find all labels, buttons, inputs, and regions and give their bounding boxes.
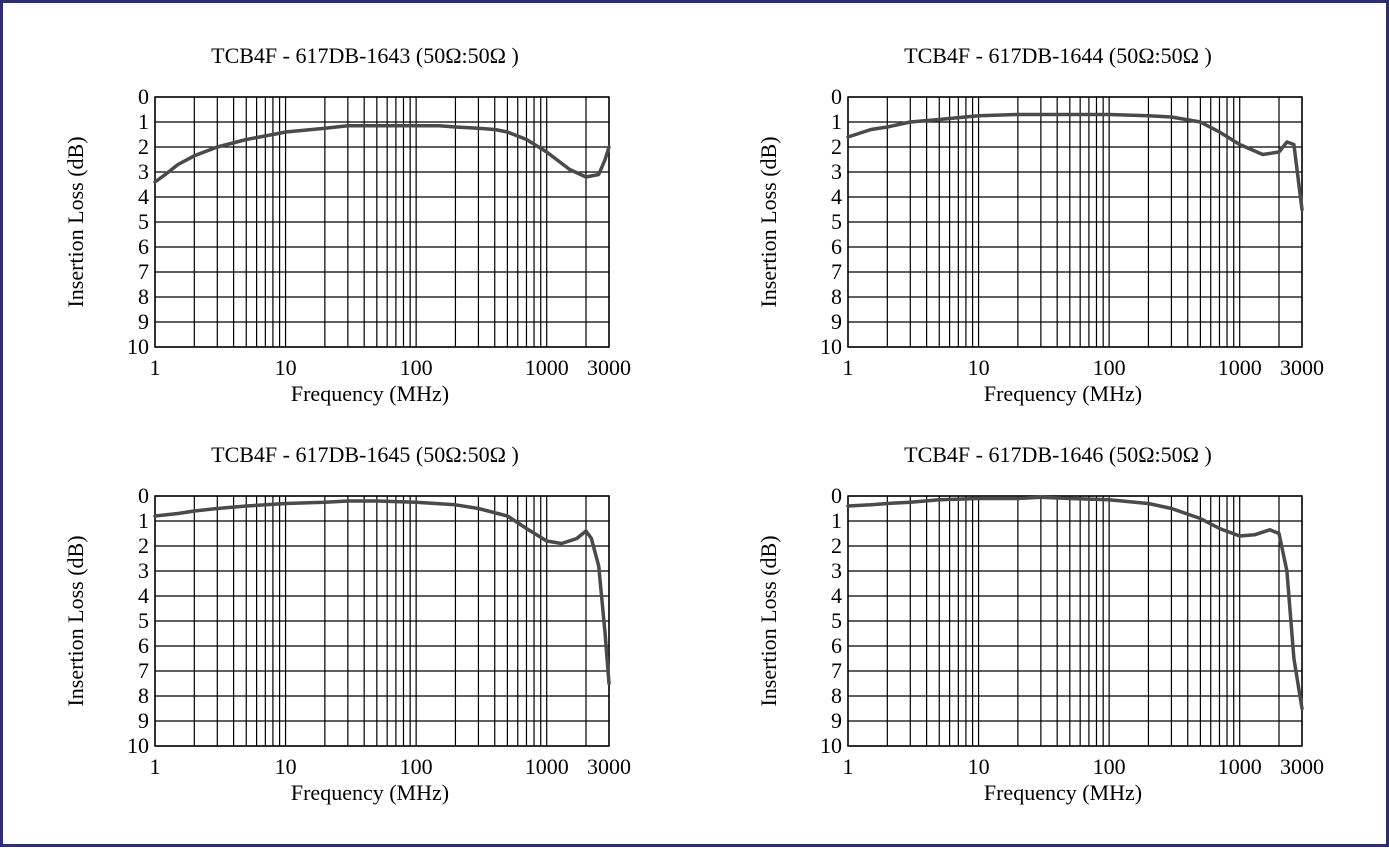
x-tick-label: 3000	[587, 355, 631, 380]
y-tick-label: 0	[831, 84, 842, 109]
y-tick-label: 3	[831, 558, 842, 583]
y-tick-label: 4	[138, 583, 149, 608]
y-tick-label: 9	[831, 309, 842, 334]
x-tick-label: 1000	[1218, 355, 1262, 380]
x-tick-label: 1	[843, 355, 854, 380]
y-tick-label: 2	[831, 134, 842, 159]
y-tick-label: 1	[831, 109, 842, 134]
x-tick-label: 3000	[1280, 355, 1324, 380]
chart-title: TCB4F - 617DB-1645 (50Ω:50Ω )	[211, 442, 519, 467]
x-tick-label: 3000	[1280, 754, 1324, 779]
y-tick-label: 10	[127, 334, 149, 359]
y-tick-label: 10	[127, 733, 149, 758]
y-tick-label: 9	[831, 708, 842, 733]
y-tick-label: 6	[831, 234, 842, 259]
y-tick-label: 5	[831, 209, 842, 234]
y-tick-label: 7	[831, 658, 842, 683]
y-tick-label: 6	[831, 633, 842, 658]
y-tick-label: 10	[820, 733, 842, 758]
y-tick-label: 9	[138, 708, 149, 733]
chart-title: TCB4F - 617DB-1643 (50Ω:50Ω )	[211, 43, 519, 68]
x-axis-label: Frequency (MHz)	[984, 780, 1142, 805]
x-tick-label: 100	[1093, 355, 1126, 380]
y-tick-label: 7	[831, 259, 842, 284]
x-axis-label: Frequency (MHz)	[984, 381, 1142, 406]
x-tick-label: 1	[150, 754, 161, 779]
insertion-loss-curve	[153, 499, 611, 686]
y-tick-label: 1	[138, 109, 149, 134]
x-tick-label: 10	[968, 754, 990, 779]
y-tick-label: 1	[831, 508, 842, 533]
y-axis-label: Insertion Loss (dB)	[756, 535, 781, 706]
y-tick-label: 8	[831, 683, 842, 708]
y-tick-label: 8	[138, 683, 149, 708]
plot-border	[847, 495, 1303, 747]
y-tick-label: 4	[831, 184, 842, 209]
plot-border	[154, 495, 610, 747]
y-axis-label: Insertion Loss (dB)	[63, 136, 88, 307]
y-tick-label: 9	[138, 309, 149, 334]
y-tick-label: 2	[138, 134, 149, 159]
y-tick-label: 7	[138, 259, 149, 284]
x-tick-label: 10	[275, 355, 297, 380]
y-tick-label: 6	[138, 234, 149, 259]
y-tick-label: 3	[138, 558, 149, 583]
insertion-loss-curve	[846, 112, 1304, 212]
x-tick-label: 1	[843, 754, 854, 779]
y-tick-label: 3	[138, 159, 149, 184]
y-tick-label: 5	[831, 608, 842, 633]
plot-border	[847, 96, 1303, 348]
y-tick-label: 4	[138, 184, 149, 209]
y-axis-label: Insertion Loss (dB)	[63, 535, 88, 706]
x-tick-label: 10	[275, 754, 297, 779]
x-tick-label: 10	[968, 355, 990, 380]
y-tick-label: 2	[831, 533, 842, 558]
y-tick-label: 5	[138, 608, 149, 633]
y-tick-label: 7	[138, 658, 149, 683]
x-tick-label: 3000	[587, 754, 631, 779]
y-tick-label: 4	[831, 583, 842, 608]
y-tick-label: 8	[831, 284, 842, 309]
x-tick-label: 100	[400, 754, 433, 779]
chart-title: TCB4F - 617DB-1644 (50Ω:50Ω )	[904, 43, 1212, 68]
x-tick-label: 100	[1093, 754, 1126, 779]
y-tick-label: 0	[138, 483, 149, 508]
y-axis-label: Insertion Loss (dB)	[756, 136, 781, 307]
insertion-loss-curve	[153, 124, 611, 184]
x-tick-label: 100	[400, 355, 433, 380]
x-axis-label: Frequency (MHz)	[291, 381, 449, 406]
chart-title: TCB4F - 617DB-1646 (50Ω:50Ω )	[904, 442, 1212, 467]
x-tick-label: 1000	[1218, 754, 1262, 779]
plot-border	[154, 96, 610, 348]
x-tick-label: 1000	[525, 355, 569, 380]
y-tick-label: 0	[831, 483, 842, 508]
y-tick-label: 1	[138, 508, 149, 533]
y-tick-label: 3	[831, 159, 842, 184]
insertion-loss-curve	[846, 495, 1304, 711]
y-tick-label: 5	[138, 209, 149, 234]
x-axis-label: Frequency (MHz)	[291, 780, 449, 805]
y-tick-label: 8	[138, 284, 149, 309]
y-tick-label: 10	[820, 334, 842, 359]
y-tick-label: 0	[138, 84, 149, 109]
x-tick-label: 1000	[525, 754, 569, 779]
y-tick-label: 6	[138, 633, 149, 658]
x-tick-label: 1	[150, 355, 161, 380]
y-tick-label: 2	[138, 533, 149, 558]
